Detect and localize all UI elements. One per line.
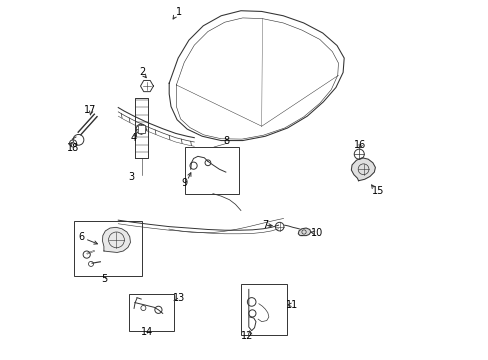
Text: 12: 12	[241, 331, 253, 341]
Text: 3: 3	[128, 172, 134, 182]
Bar	[137, 126, 144, 133]
Text: 7: 7	[262, 220, 268, 230]
Text: 15: 15	[371, 186, 383, 196]
Text: 13: 13	[173, 293, 185, 303]
Text: 11: 11	[285, 300, 297, 310]
Bar	[74, 221, 142, 276]
Bar	[185, 147, 239, 194]
Text: 4: 4	[130, 133, 136, 143]
Text: 16: 16	[353, 140, 366, 150]
Bar	[129, 294, 174, 331]
Text: 10: 10	[310, 228, 323, 238]
Bar	[241, 284, 286, 335]
Polygon shape	[351, 158, 375, 181]
Text: 9: 9	[181, 178, 187, 188]
Text: 18: 18	[67, 143, 79, 153]
Text: 8: 8	[223, 136, 229, 146]
Polygon shape	[102, 227, 130, 252]
Text: 17: 17	[84, 105, 96, 115]
Text: 5: 5	[102, 274, 107, 284]
Text: 14: 14	[141, 327, 153, 337]
Text: 6: 6	[78, 232, 84, 242]
Text: 2: 2	[139, 67, 145, 77]
Polygon shape	[298, 228, 310, 235]
Text: 1: 1	[176, 7, 182, 17]
